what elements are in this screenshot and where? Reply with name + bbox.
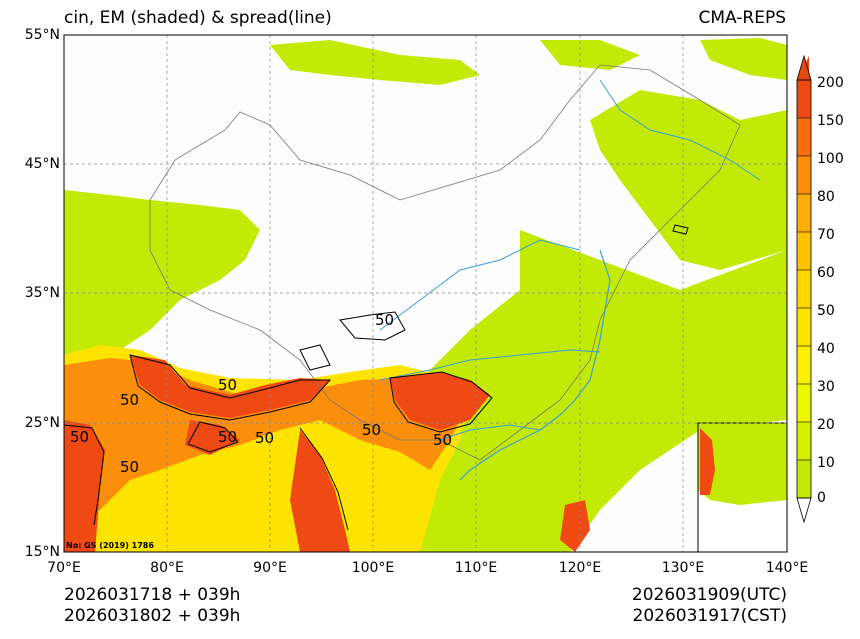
contour-label: 50	[218, 428, 237, 446]
valid-time-cst: 2026031917(CST)	[632, 606, 787, 626]
contour-label: 50	[120, 458, 139, 476]
lat-label: 45°N	[24, 156, 60, 172]
colorbar-tick: 60	[817, 265, 835, 281]
lat-label: 35°N	[24, 285, 60, 301]
colorbar-segment	[797, 156, 811, 195]
colorbar-tick: 100	[817, 151, 844, 167]
lat-label: 15°N	[24, 544, 60, 560]
lon-label: 130°E	[661, 560, 705, 576]
colorbar-tick: 0	[817, 490, 826, 506]
colorbar-tick: 20	[817, 417, 835, 433]
lon-label: 100°E	[351, 560, 395, 576]
colorbar-tick: 40	[817, 341, 835, 357]
inset-red-shading	[700, 428, 715, 495]
colorbar-segment	[797, 232, 811, 271]
cin-max-shading	[64, 355, 590, 552]
contour-label: 50	[255, 429, 274, 447]
contour-label: 50	[70, 428, 89, 446]
colorbar-tick: 50	[817, 303, 835, 319]
lon-label: 120°E	[558, 560, 602, 576]
lon-label: 140°E	[765, 560, 809, 576]
contour-label: 50	[218, 376, 237, 394]
map-frame	[63, 34, 788, 553]
colorbar-segment	[797, 118, 811, 157]
colorbar-tick: 80	[817, 189, 835, 205]
map-title: cin, EM (shaded) & spread(line)	[64, 8, 332, 28]
colorbar-segment	[797, 194, 811, 233]
colorbar-bottom-arrow	[796, 497, 812, 524]
model-name: CMA-REPS	[698, 8, 786, 28]
lon-label: 90°E	[253, 560, 287, 576]
national-border	[149, 64, 741, 461]
colorbar-tick: 150	[817, 113, 844, 129]
inset-shading	[698, 423, 787, 505]
valid-time-utc: 2026031909(UTC)	[631, 585, 787, 605]
contour-label: 50	[362, 421, 381, 439]
contour-label: 50	[120, 391, 139, 409]
cin-low-shading	[64, 38, 787, 552]
colorbar-tick: 200	[817, 75, 844, 91]
colorbar	[796, 54, 812, 524]
spread-contours	[64, 224, 689, 531]
lon-label: 70°E	[47, 560, 81, 576]
colorbar-segment	[797, 308, 811, 347]
lon-label: 80°E	[150, 560, 184, 576]
colorbar-segment	[797, 460, 811, 499]
lat-label: 25°N	[24, 415, 60, 431]
lon-label: 110°E	[454, 560, 498, 576]
lat-label: 55°N	[24, 27, 60, 43]
coastline	[459, 249, 611, 481]
colorbar-segment	[797, 270, 811, 309]
colorbar-segment	[797, 384, 811, 423]
rivers	[379, 79, 761, 441]
contour-label: 50	[375, 311, 394, 329]
colorbar-tick: 10	[817, 455, 835, 471]
colorbar-tick: 30	[817, 379, 835, 395]
colorbar-tick: 70	[817, 227, 835, 243]
colorbar-segment	[797, 422, 811, 461]
map-credit: No: GS (2019) 1786	[66, 541, 154, 550]
contour-label: 50	[433, 431, 452, 449]
colorbar-segment	[797, 346, 811, 385]
init-time-line1: 2026031718 + 039h	[64, 585, 241, 605]
contour-labels: 50 50 50 50 50 50 50 50 50	[70, 311, 452, 476]
colorbar-segment	[797, 80, 811, 119]
init-time-line2: 2026031802 + 039h	[64, 606, 241, 626]
gridlines	[64, 35, 787, 552]
